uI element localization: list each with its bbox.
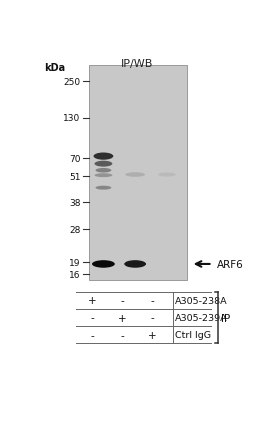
Ellipse shape [94, 161, 112, 167]
Text: 70: 70 [69, 154, 81, 163]
Text: -: - [120, 296, 124, 306]
Ellipse shape [124, 261, 146, 268]
Text: 51: 51 [69, 172, 81, 181]
Text: 16: 16 [69, 271, 81, 279]
Text: 19: 19 [69, 258, 81, 267]
Text: +: + [88, 296, 97, 306]
Ellipse shape [92, 261, 115, 268]
Ellipse shape [95, 169, 111, 173]
Text: Ctrl IgG: Ctrl IgG [175, 331, 211, 340]
Text: A305-238A: A305-238A [175, 296, 228, 305]
Text: +: + [148, 330, 156, 340]
Text: IP: IP [221, 313, 231, 323]
Text: -: - [150, 296, 154, 306]
Text: 250: 250 [63, 78, 81, 87]
Text: 28: 28 [69, 225, 81, 234]
Text: A305-239A: A305-239A [175, 313, 228, 322]
Text: -: - [91, 313, 94, 323]
Ellipse shape [93, 153, 113, 160]
Text: 130: 130 [63, 114, 81, 123]
Bar [89, 66, 187, 281]
Text: ARF6: ARF6 [217, 259, 243, 269]
Text: -: - [120, 330, 124, 340]
Ellipse shape [95, 186, 111, 190]
Text: 38: 38 [69, 198, 81, 207]
Text: IP/WB: IP/WB [121, 59, 153, 69]
Ellipse shape [125, 173, 145, 177]
Text: -: - [150, 313, 154, 323]
Text: kDa: kDa [44, 63, 65, 72]
Ellipse shape [94, 174, 112, 178]
Text: -: - [91, 330, 94, 340]
Text: +: + [118, 313, 126, 323]
Ellipse shape [158, 173, 176, 177]
